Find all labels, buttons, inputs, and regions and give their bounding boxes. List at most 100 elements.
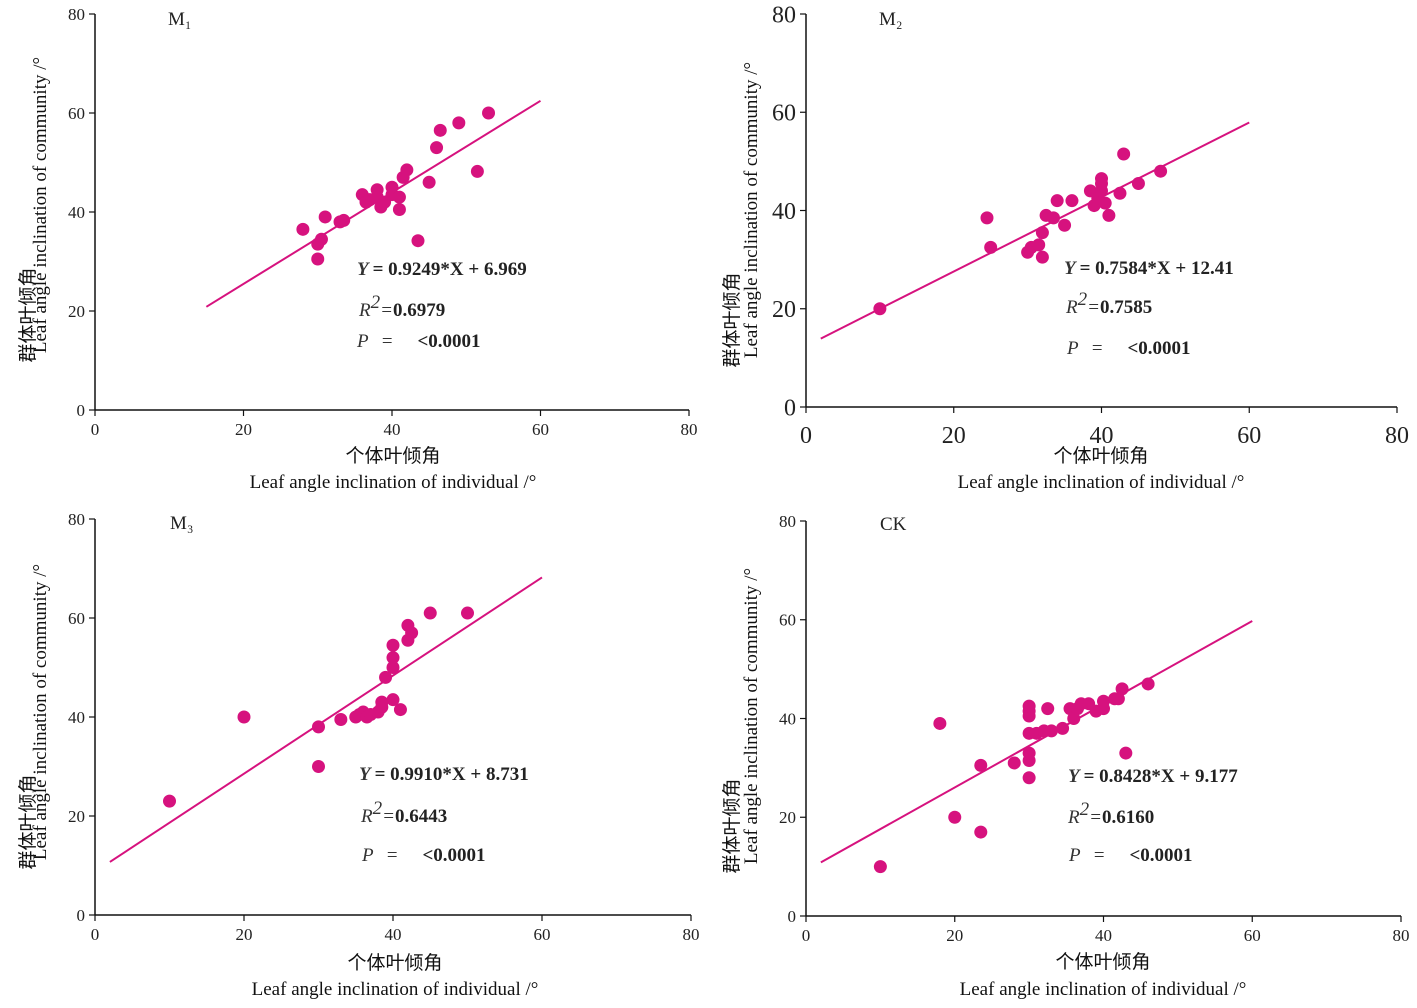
panel-label: M₁ bbox=[168, 9, 192, 30]
data-point bbox=[1141, 677, 1155, 691]
x-tick-label: 40 bbox=[384, 420, 401, 439]
x-tick-label: 0 bbox=[91, 420, 100, 439]
data-point bbox=[392, 203, 406, 217]
data-point bbox=[1113, 186, 1127, 200]
data-point bbox=[1154, 164, 1168, 178]
data-point bbox=[974, 825, 988, 839]
data-point bbox=[1095, 176, 1108, 190]
p-value: P = <0.0001 bbox=[356, 331, 481, 352]
data-point bbox=[163, 794, 176, 808]
y-tick-label: 20 bbox=[772, 297, 796, 323]
r-squared: R2=0.6979 bbox=[358, 292, 445, 321]
data-point bbox=[385, 180, 399, 194]
x-axis-title-cn: 个体叶倾角 bbox=[1053, 445, 1148, 467]
data-point bbox=[873, 302, 887, 316]
y-tick-label: 0 bbox=[77, 906, 86, 925]
x-tick-label: 0 bbox=[800, 423, 812, 449]
data-point bbox=[370, 183, 384, 197]
y-tick-label: 60 bbox=[68, 609, 85, 628]
x-tick-label: 80 bbox=[683, 925, 700, 944]
data-point bbox=[470, 164, 484, 178]
data-point bbox=[1097, 694, 1110, 708]
data-point bbox=[1102, 208, 1116, 222]
data-point bbox=[482, 106, 496, 120]
y-axis-title-cn: 群体叶倾角 bbox=[17, 774, 39, 869]
data-point bbox=[1035, 226, 1049, 240]
data-point bbox=[375, 695, 389, 709]
data-point bbox=[1007, 756, 1021, 770]
data-point bbox=[334, 712, 348, 726]
y-tick-label: 80 bbox=[68, 510, 85, 529]
data-point bbox=[1098, 196, 1112, 210]
x-tick-label: 60 bbox=[1237, 423, 1261, 449]
data-point bbox=[237, 710, 251, 724]
y-axis-title: Leaf angle inclination of community /° bbox=[741, 62, 762, 358]
y-tick-label: 0 bbox=[77, 401, 86, 420]
y-tick-label: 0 bbox=[784, 395, 796, 421]
y-tick-label: 60 bbox=[68, 104, 85, 123]
regression-equation: Y = 0.9910*X + 8.731 bbox=[359, 764, 529, 785]
data-point bbox=[379, 670, 393, 684]
data-point bbox=[411, 234, 425, 248]
data-point bbox=[1022, 771, 1036, 785]
y-tick-label: 40 bbox=[772, 199, 796, 225]
x-tick-label: 20 bbox=[236, 925, 253, 944]
data-point bbox=[984, 240, 998, 254]
y-axis-title-cn: 群体叶倾角 bbox=[721, 778, 743, 873]
data-point bbox=[452, 116, 466, 130]
y-tick-label: 20 bbox=[68, 807, 85, 826]
y-tick-label: 20 bbox=[68, 302, 85, 321]
y-tick-label: 80 bbox=[779, 512, 796, 531]
x-tick-label: 60 bbox=[1244, 926, 1261, 945]
regression-equation: Y = 0.9249*X + 6.969 bbox=[357, 259, 527, 280]
y-tick-label: 40 bbox=[779, 709, 796, 728]
data-point bbox=[400, 163, 414, 177]
y-tick-label: 40 bbox=[68, 708, 85, 727]
data-point bbox=[461, 606, 474, 620]
x-axis-title-cn: 个体叶倾角 bbox=[1055, 951, 1150, 973]
x-tick-label: 80 bbox=[1393, 926, 1410, 945]
data-point bbox=[1111, 692, 1125, 706]
data-point bbox=[337, 213, 351, 227]
data-point bbox=[1065, 194, 1079, 208]
data-point bbox=[430, 141, 444, 155]
data-point bbox=[974, 758, 988, 772]
data-point bbox=[1115, 682, 1129, 696]
data-point bbox=[393, 703, 407, 717]
x-tick-label: 60 bbox=[532, 420, 549, 439]
data-point bbox=[1056, 721, 1070, 735]
data-point bbox=[1022, 699, 1036, 713]
regression-line bbox=[820, 121, 1250, 340]
data-point bbox=[1032, 238, 1046, 252]
data-point bbox=[296, 222, 310, 236]
p-value: P = <0.0001 bbox=[1066, 338, 1191, 359]
regression-line bbox=[820, 620, 1253, 864]
data-point bbox=[1035, 250, 1049, 264]
data-point bbox=[1050, 194, 1064, 208]
data-point bbox=[873, 860, 887, 874]
data-point bbox=[433, 123, 447, 137]
data-point bbox=[312, 760, 325, 773]
data-point bbox=[1046, 211, 1060, 225]
x-axis-title-cn: 个体叶倾角 bbox=[345, 445, 440, 467]
x-tick-label: 80 bbox=[681, 420, 698, 439]
p-value: P = <0.0001 bbox=[1068, 845, 1193, 866]
y-axis-title: Leaf angle inclination of community /° bbox=[30, 57, 51, 353]
data-point bbox=[1044, 724, 1058, 738]
y-tick-label: 60 bbox=[772, 101, 796, 127]
regression-equation: Y = 0.8428*X + 9.177 bbox=[1068, 766, 1238, 787]
data-point bbox=[980, 211, 994, 225]
data-point bbox=[312, 720, 325, 734]
x-axis-title-cn: 个体叶倾角 bbox=[347, 952, 442, 974]
data-point bbox=[1119, 746, 1133, 760]
y-axis-title-cn: 群体叶倾角 bbox=[721, 272, 743, 367]
panel-label: M₃ bbox=[170, 513, 194, 534]
data-point bbox=[933, 716, 947, 730]
data-point bbox=[423, 606, 437, 620]
data-point bbox=[1041, 702, 1055, 716]
r-squared: R2=0.6443 bbox=[360, 798, 447, 827]
data-point bbox=[1058, 218, 1072, 232]
data-point bbox=[386, 693, 400, 707]
x-tick-label: 20 bbox=[942, 423, 966, 449]
